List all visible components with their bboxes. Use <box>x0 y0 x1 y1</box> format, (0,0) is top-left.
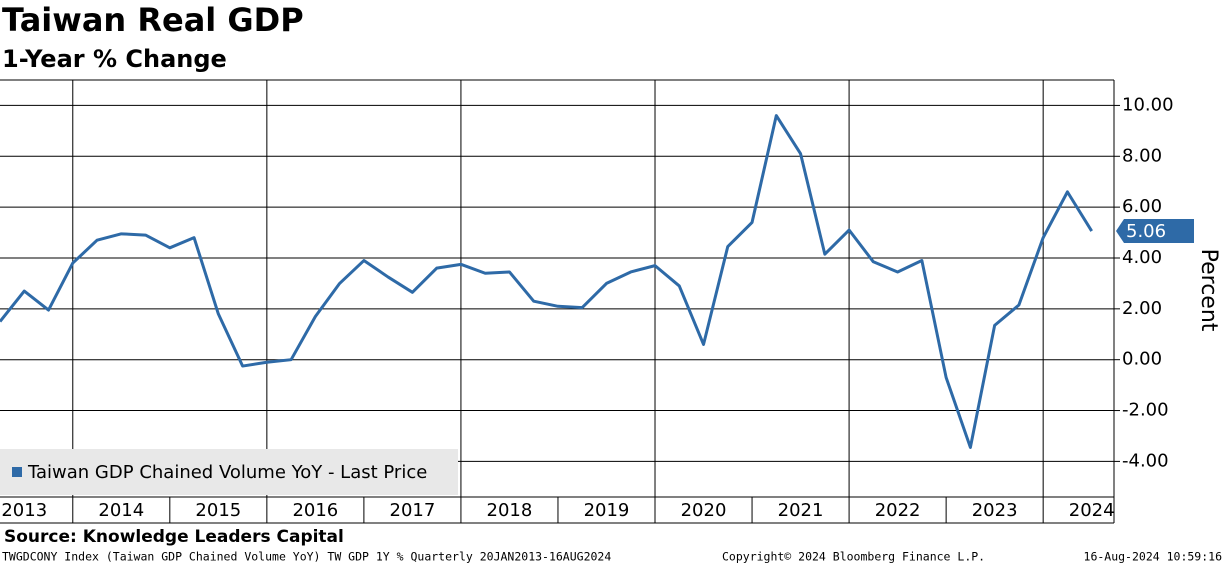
y-tick-label: 0.00 <box>1122 349 1162 370</box>
chart-title: Taiwan Real GDP <box>2 1 304 39</box>
last-value-label: 5.06 <box>1126 221 1166 242</box>
y-tick-label: -2.00 <box>1122 400 1169 421</box>
footer-center: Copyright© 2024 Bloomberg Finance L.P. <box>722 550 985 564</box>
y-tick-label: 8.00 <box>1122 145 1162 166</box>
legend-label: Taiwan GDP Chained Volume YoY - Last Pri… <box>27 462 427 483</box>
x-tick-label: 2014 <box>98 500 144 521</box>
y-tick-label: 4.00 <box>1122 247 1162 268</box>
x-tick-label: 2024 <box>1069 500 1115 521</box>
last-value-badge <box>1116 219 1194 244</box>
x-tick-label: 2019 <box>584 500 630 521</box>
x-tick-label: 2017 <box>390 500 436 521</box>
x-tick-label: 2022 <box>875 500 921 521</box>
y-tick-label: 2.00 <box>1122 298 1162 319</box>
y-tick-label: -4.00 <box>1122 450 1169 471</box>
x-tick-label: 2015 <box>195 500 241 521</box>
x-tick-label: 2021 <box>778 500 824 521</box>
y-tick-label: 6.00 <box>1122 196 1162 217</box>
footer-left: TWGDCONY Index (Taiwan GDP Chained Volum… <box>2 550 611 564</box>
x-tick-label: 2013 <box>1 500 47 521</box>
x-tick-label: 2020 <box>681 500 727 521</box>
x-tick-label: 2023 <box>972 500 1018 521</box>
y-axis-label: Percent <box>1196 249 1221 332</box>
chart-subtitle: 1-Year % Change <box>2 45 227 73</box>
y-tick-label: 10.00 <box>1122 94 1174 115</box>
legend-swatch <box>12 467 22 477</box>
source: Source: Knowledge Leaders Capital <box>4 527 344 547</box>
x-tick-label: 2016 <box>292 500 338 521</box>
legend-box <box>0 449 458 495</box>
data-line <box>0 114 1093 449</box>
x-tick-label: 2018 <box>487 500 533 521</box>
footer-right: 16-Aug-2024 10:59:16 <box>1084 550 1223 564</box>
